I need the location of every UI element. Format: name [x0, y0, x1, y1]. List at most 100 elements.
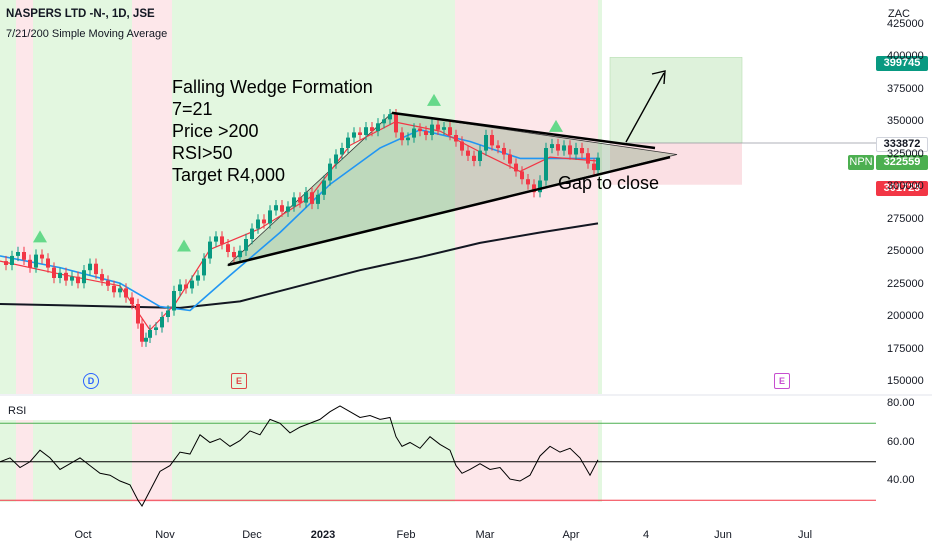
candle-body: [4, 261, 8, 265]
candle-body: [382, 119, 386, 124]
candle-body: [118, 288, 122, 293]
candle-body: [34, 254, 38, 268]
time-tick-label: Jun: [714, 529, 732, 541]
price-tick-label: 150000: [887, 375, 924, 387]
price-tick-label: 200000: [887, 310, 924, 322]
candle-body: [58, 272, 62, 278]
candle-body: [496, 145, 500, 148]
candle-body: [478, 150, 482, 161]
candle-body: [406, 137, 410, 141]
regime-band: [598, 0, 602, 394]
regime-band: [455, 0, 598, 394]
annotation-line: Target R4,000: [172, 165, 286, 185]
candle-body: [532, 184, 536, 193]
candle-body: [292, 197, 296, 207]
candle-body: [466, 150, 470, 156]
time-tick-label: 4: [642, 529, 650, 541]
candle-body: [202, 258, 206, 276]
candle-body: [310, 192, 314, 204]
earnings-upcoming-marker[interactable]: E: [774, 373, 790, 389]
candle-body: [130, 297, 134, 304]
candle-body: [596, 157, 600, 171]
candle-body: [538, 180, 542, 193]
time-tick-label: Nov: [155, 529, 175, 541]
candle-body: [144, 337, 148, 342]
candle-body: [190, 280, 194, 289]
candle-body: [22, 252, 26, 260]
candle-body: [376, 123, 380, 132]
candle-body: [28, 259, 32, 268]
target-price-tag: 399745: [876, 56, 928, 71]
candle-body: [388, 114, 392, 120]
candle-body: [424, 131, 428, 135]
candle-body: [484, 135, 488, 151]
candle-body: [580, 148, 584, 154]
currency-label: ZAC: [888, 8, 910, 20]
candle-body: [364, 127, 368, 135]
candle-body: [544, 148, 548, 181]
candle-body: [334, 154, 338, 164]
wedge-annotation: Falling Wedge Formation 7=21 Price >200 …: [172, 76, 373, 186]
price-tick-label: 175000: [887, 342, 924, 355]
rsi-regime-band: [455, 420, 598, 502]
dividend-marker[interactable]: D: [83, 373, 99, 389]
candle-body: [556, 144, 560, 151]
candle-body: [88, 263, 92, 271]
candle-body: [490, 135, 494, 146]
price-tick-label: 300000: [887, 180, 924, 192]
candle-body: [166, 310, 170, 317]
rsi-tick-label: 60.00: [887, 435, 915, 448]
regime-band: [33, 0, 132, 394]
candle-body: [16, 252, 20, 256]
candle-body: [208, 241, 212, 259]
price-tick-label: 275000: [887, 212, 924, 225]
rsi-regime-band: [172, 420, 455, 502]
candle-body: [220, 236, 224, 245]
candle-body: [172, 291, 176, 311]
candle-body: [454, 135, 458, 142]
candle-body: [418, 128, 422, 132]
candle-body: [436, 124, 440, 130]
candle-body: [184, 284, 188, 289]
candle-body: [574, 148, 578, 155]
price-tick-label: 375000: [887, 82, 924, 95]
time-tick-label: Oct: [74, 529, 92, 541]
rsi-tick-label: 80.00: [887, 397, 915, 409]
candle-body: [568, 145, 572, 155]
target-arrow-head: [651, 70, 666, 85]
earnings-marker[interactable]: E: [231, 373, 247, 389]
current-price-tag: 322559: [876, 155, 928, 170]
candle-body: [448, 127, 452, 135]
candle-body: [514, 163, 518, 172]
symbol-title: NASPERS LTD -N-, 1D, JSE: [6, 8, 155, 20]
price-tick-label: 350000: [887, 115, 924, 127]
candle-body: [502, 148, 506, 155]
candle-body: [94, 263, 98, 275]
candle-body: [40, 254, 44, 259]
candle-body: [196, 275, 200, 281]
candle-body: [508, 154, 512, 164]
rsi-regime-band: [0, 420, 16, 502]
buy-signal-marker: [33, 230, 47, 243]
buy-signal-marker: [427, 93, 441, 106]
buy-signal-marker: [549, 119, 563, 132]
candle-body: [46, 258, 50, 268]
price-tick-label: 425000: [887, 17, 924, 30]
candle-body: [10, 255, 14, 265]
rsi-title: RSI: [8, 405, 27, 417]
time-tick-label: Feb: [396, 529, 416, 541]
buy-signal-marker: [177, 239, 191, 252]
annotation-line: Price >200: [172, 121, 259, 141]
candle-body: [520, 171, 524, 180]
candle-body: [238, 250, 242, 258]
candle-body: [178, 284, 182, 291]
target-zone: [609, 57, 743, 144]
candle-body: [442, 127, 446, 130]
rsi-regime-band: [132, 420, 172, 502]
annotation-line: RSI>50: [172, 143, 233, 163]
candle-body: [82, 270, 86, 284]
candle-body: [244, 239, 248, 251]
candle-body: [256, 219, 260, 229]
time-tick-label: Jul: [797, 529, 813, 541]
